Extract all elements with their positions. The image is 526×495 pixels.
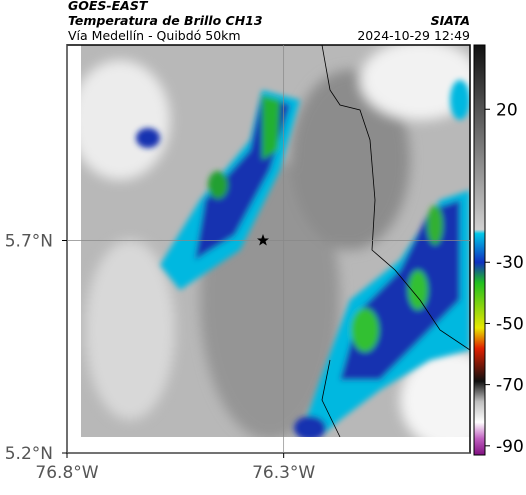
colorbar-tick-label: -30 <box>496 253 524 273</box>
title: Temperatura de Brillo CH13 <box>68 13 263 28</box>
subtitle: Vía Medellín - Quibdó 50km <box>68 28 241 43</box>
timestamp: 2024-10-29 12:49 <box>357 28 470 43</box>
border-line <box>321 45 470 437</box>
brand: SIATA <box>431 13 470 28</box>
satellite-image <box>81 45 470 437</box>
y-tick-label: 5.7°N <box>5 232 53 252</box>
colorbar-tick-label: -70 <box>496 376 524 396</box>
colorbar <box>473 44 486 456</box>
x-tick-label: 76.3°W <box>252 463 315 483</box>
colorbar-tick-label: -90 <box>496 437 524 457</box>
colorbar-tick-label: -50 <box>496 314 524 334</box>
y-tick-label: 5.2°N <box>5 444 53 464</box>
x-tick-label: 76.8°W <box>35 463 98 483</box>
source: GOES-EAST <box>68 0 149 13</box>
colorbar-tick-label: 20 <box>496 100 518 120</box>
location-marker <box>257 234 269 246</box>
